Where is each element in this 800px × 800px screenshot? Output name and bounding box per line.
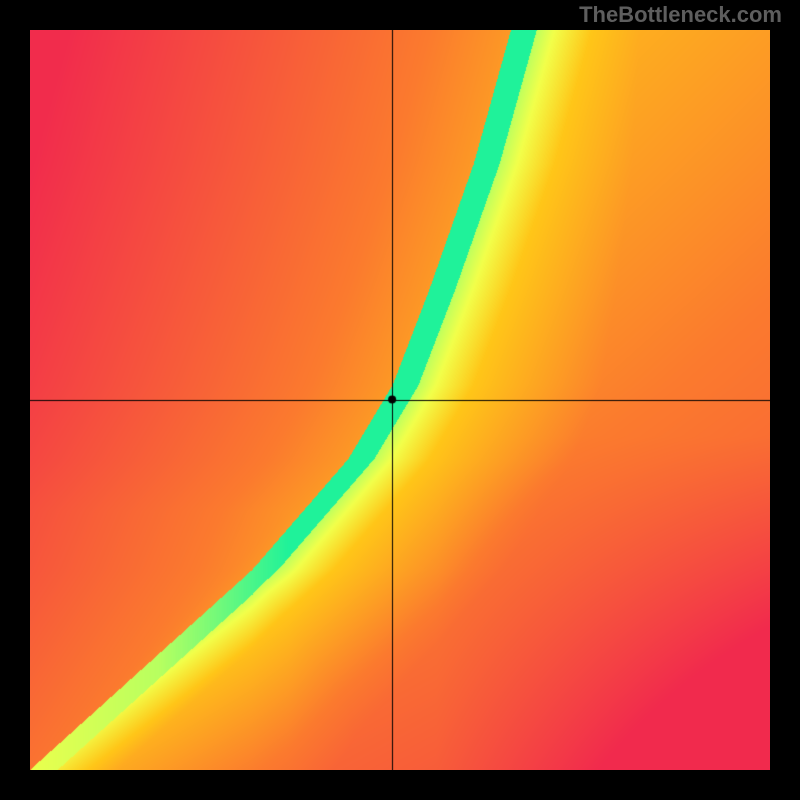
chart-root: { "watermark": "TheBottleneck.com", "wat… xyxy=(0,0,800,800)
heatmap-canvas xyxy=(30,30,770,770)
watermark-text: TheBottleneck.com xyxy=(579,2,782,28)
heatmap-plot xyxy=(30,30,770,770)
